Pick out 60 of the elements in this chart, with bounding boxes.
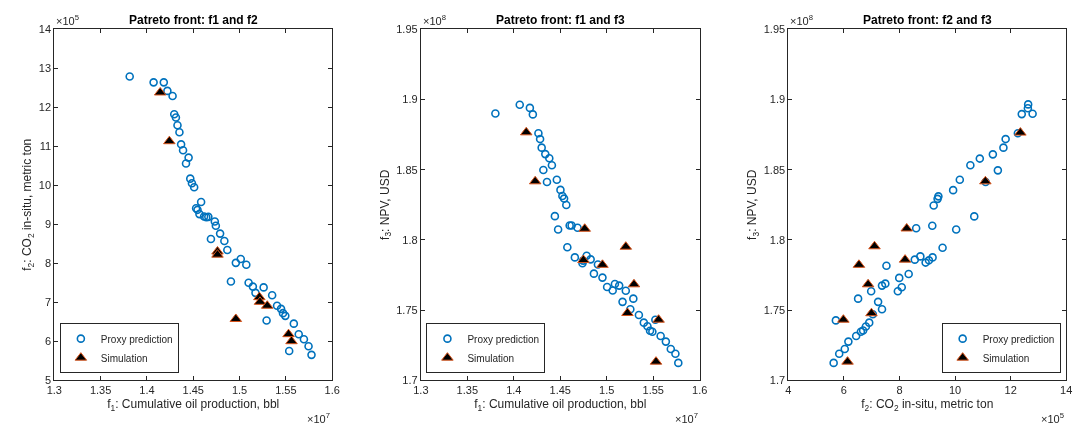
x-tick-label: 1.35 bbox=[456, 384, 479, 397]
y-tick-label: 7 bbox=[44, 296, 52, 309]
y-tick-label: 9 bbox=[44, 218, 52, 231]
legend-label: Simulation bbox=[100, 352, 148, 364]
y-tick-label: 12 bbox=[38, 101, 52, 114]
x-tick-label: 1.6 bbox=[692, 384, 708, 397]
x-tick-label: 14 bbox=[1060, 384, 1073, 397]
y-tick-label: 8 bbox=[44, 257, 52, 270]
y-tick-label: 1.95 bbox=[396, 23, 418, 36]
x-tick-label: 1.4 bbox=[139, 384, 155, 397]
x-axis-title: f$_{1}$: Cumulative oil production, bbl bbox=[107, 397, 280, 413]
x-tick-label: 1.3 bbox=[46, 384, 62, 397]
y-tick-label: 1.75 bbox=[396, 303, 418, 316]
x-tick-label: 10 bbox=[948, 384, 962, 397]
chart-title: Patreto front: f1 and f3 bbox=[496, 13, 625, 27]
y-tick-label: 14 bbox=[38, 23, 52, 36]
text: ×10$^{5}$ bbox=[1041, 411, 1064, 425]
legend-label: Proxy prediction bbox=[982, 333, 1055, 345]
y-tick-label: 1.95 bbox=[763, 23, 786, 36]
x-tick-label: 6 bbox=[840, 384, 847, 397]
y-tick-label: 1.9 bbox=[769, 93, 786, 106]
x-tick-label: 8 bbox=[896, 384, 903, 397]
legend-label: Proxy prediction bbox=[467, 333, 540, 345]
y-tick-label: 1.7 bbox=[402, 374, 418, 387]
text: ×10$^{7}$ bbox=[307, 411, 330, 425]
x-axis-title: f$_{2}$: CO$_{2}$ in-situ, metric ton bbox=[861, 397, 994, 413]
text: ×10$^{5}$ bbox=[56, 13, 79, 27]
y-tick-label: 1.8 bbox=[769, 233, 786, 246]
legend-label: Simulation bbox=[982, 352, 1030, 364]
legend-label: Proxy prediction bbox=[100, 333, 173, 345]
y-tick-label: 6 bbox=[44, 335, 52, 348]
text: ×10$^{8}$ bbox=[423, 13, 446, 27]
y-tick-label: 1.9 bbox=[402, 93, 418, 106]
y-tick-label: 1.8 bbox=[402, 233, 418, 246]
y-tick-label: 13 bbox=[38, 62, 52, 75]
x-tick-label: 1.5 bbox=[231, 384, 248, 397]
y-tick-label: 1.75 bbox=[763, 303, 786, 316]
x-tick-label: 1.6 bbox=[324, 384, 340, 397]
x-tick-label: 4 bbox=[785, 384, 792, 397]
x-tick-label: 1.45 bbox=[182, 384, 204, 397]
y-tick-label: 1.85 bbox=[396, 163, 418, 176]
x-tick-label: 1.35 bbox=[89, 384, 112, 397]
chart-title: Patreto front: f2 and f3 bbox=[863, 13, 992, 27]
x-tick-label: 1.3 bbox=[413, 384, 429, 397]
y-tick-label: 1.7 bbox=[769, 374, 786, 387]
x-tick-label: 1.55 bbox=[275, 384, 297, 397]
x-tick-label: 1.5 bbox=[599, 384, 615, 397]
y-tick-label: 5 bbox=[44, 374, 52, 387]
text: ×10$^{7}$ bbox=[675, 411, 698, 425]
y-tick-label: 11 bbox=[39, 140, 52, 153]
x-tick-label: 1.4 bbox=[506, 384, 522, 397]
x-tick-label: 12 bbox=[1004, 384, 1017, 397]
x-axis-title: f$_{1}$: Cumulative oil production, bbl bbox=[474, 397, 647, 413]
y-tick-label: 10 bbox=[38, 179, 52, 192]
y-tick-label: 1.85 bbox=[763, 163, 786, 176]
x-tick-label: 1.45 bbox=[549, 384, 571, 397]
text: ×10$^{8}$ bbox=[790, 13, 813, 27]
x-tick-label: 1.55 bbox=[642, 384, 664, 397]
chart-title: Patreto front: f1 and f2 bbox=[129, 13, 258, 27]
legend-label: Simulation bbox=[467, 352, 515, 364]
